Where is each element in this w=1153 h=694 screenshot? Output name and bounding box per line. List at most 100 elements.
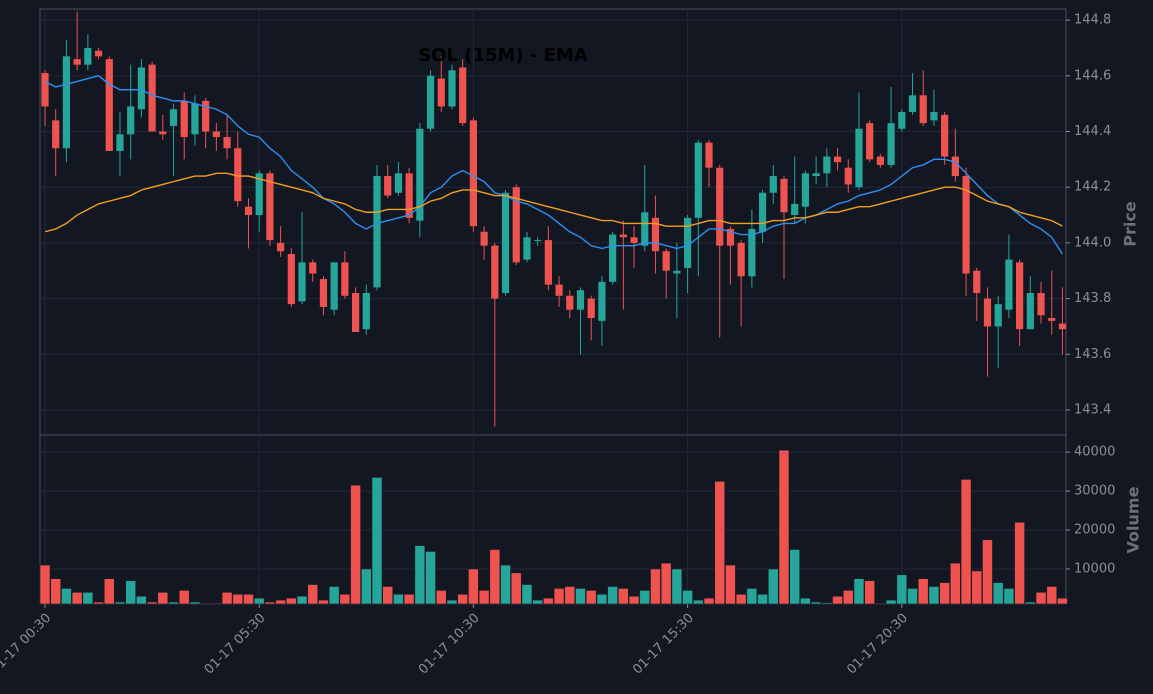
volume-bar <box>478 590 490 605</box>
volume-bar <box>61 588 72 605</box>
candle-body <box>726 228 735 246</box>
volume-bar <box>521 584 533 605</box>
candle-body <box>1016 262 1024 330</box>
volume-bar <box>992 582 1004 605</box>
ema-line <box>44 75 1064 255</box>
candle-body <box>694 142 702 218</box>
volume-bar <box>500 564 511 605</box>
volume-bar <box>221 592 233 605</box>
candle-body <box>823 156 831 174</box>
volume-bar <box>50 578 62 605</box>
volume-bar <box>510 572 522 605</box>
candle-body <box>930 112 938 121</box>
candle-body <box>716 167 724 246</box>
candle-body <box>962 176 970 274</box>
candle-body <box>951 156 959 177</box>
volume-bar <box>639 590 651 605</box>
candle-body <box>919 95 927 124</box>
candle-body <box>791 203 799 216</box>
volume-bar <box>767 568 779 605</box>
volume-bar <box>821 602 833 605</box>
x-tick-label: 01-17 05:30 <box>202 611 269 678</box>
candle-body <box>812 173 820 177</box>
volume-bar <box>907 588 918 605</box>
candle-body <box>641 212 649 246</box>
candle-body <box>983 298 992 327</box>
y-tick-label: 143.6 <box>1074 347 1111 362</box>
candle-body <box>437 78 445 107</box>
volume-bar <box>307 584 319 605</box>
volume-bar <box>93 601 104 605</box>
volume-bar <box>703 597 715 605</box>
candle-body <box>148 64 156 132</box>
candle-body <box>801 173 810 207</box>
volume-bar <box>585 590 597 605</box>
volume-bar <box>243 593 254 605</box>
y-tick-label: 143.4 <box>1074 402 1111 417</box>
volume-bar <box>82 592 94 605</box>
candle-body <box>127 106 135 135</box>
candle-body <box>651 217 660 252</box>
candle-body <box>833 156 842 163</box>
volume-bar <box>618 588 629 605</box>
candle-body <box>373 176 381 288</box>
price-panel <box>39 8 1067 436</box>
candle-body <box>855 128 863 188</box>
volume-bar <box>1057 597 1068 605</box>
candle-body <box>309 262 317 274</box>
volume-bar <box>360 568 372 605</box>
volume-bar <box>382 586 394 605</box>
candle-body <box>73 59 81 65</box>
volume-bar <box>607 586 618 605</box>
candle-body <box>94 50 103 57</box>
volume-bar <box>1046 586 1058 605</box>
volume-bar <box>296 595 308 605</box>
candle-body <box>84 47 92 65</box>
volume-bar <box>800 597 811 605</box>
volume-bar <box>168 601 179 605</box>
volume-bar <box>393 593 404 605</box>
x-tick-label: 01-17 10:30 <box>416 611 483 678</box>
volume-bar <box>789 549 801 605</box>
volume-bar <box>435 590 447 605</box>
candle-body <box>180 100 188 138</box>
volume-bar <box>275 599 286 605</box>
volume-bar <box>885 599 897 605</box>
volume-bar <box>971 570 983 605</box>
candle-body <box>277 242 285 252</box>
volume-bar <box>350 484 361 605</box>
y-tick-label: 144.4 <box>1074 124 1111 139</box>
volume-bar <box>682 590 693 605</box>
candle-body <box>769 176 777 193</box>
volume-bar <box>328 586 340 605</box>
volume-bar <box>371 477 383 605</box>
volume-bar <box>1025 601 1036 605</box>
volume-bar <box>982 539 993 605</box>
candle-body <box>362 293 370 330</box>
candle-body <box>394 173 403 193</box>
candle-body <box>405 173 413 218</box>
candle-body <box>191 103 199 135</box>
candle-body <box>662 251 670 271</box>
volume-bar <box>553 588 565 605</box>
candle-body <box>341 262 349 296</box>
candle-body <box>908 95 917 113</box>
candle-body <box>523 237 531 260</box>
volume-bar <box>71 592 83 605</box>
volume-bar <box>917 578 929 605</box>
candle-body <box>609 234 617 282</box>
candle-body <box>748 228 756 277</box>
candle-body <box>266 173 274 241</box>
volume-bar <box>318 599 329 605</box>
candle-body <box>298 262 306 302</box>
candle-body <box>973 270 981 293</box>
candle-body <box>598 281 606 321</box>
candle-body <box>1026 293 1034 330</box>
candle-body <box>512 187 520 263</box>
candle-body <box>41 73 49 107</box>
candle-body <box>159 131 167 135</box>
candle-body <box>137 67 145 110</box>
volume-bar <box>928 586 940 605</box>
volume-bar <box>746 588 758 605</box>
